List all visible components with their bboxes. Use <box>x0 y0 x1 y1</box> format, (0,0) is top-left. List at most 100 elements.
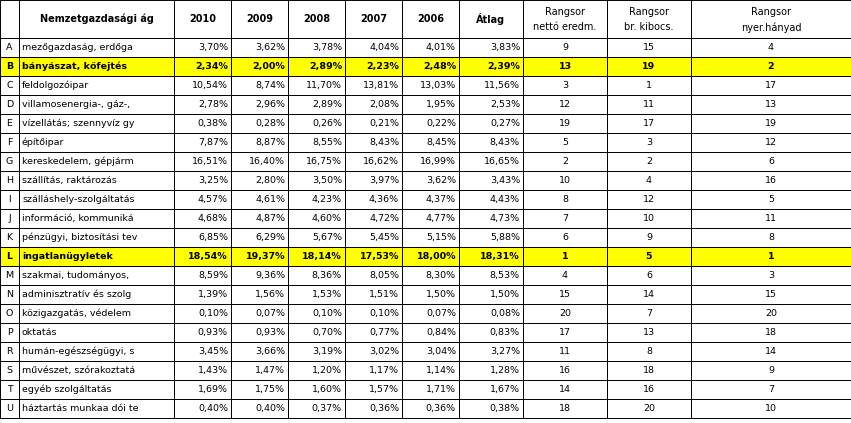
Text: 8: 8 <box>562 195 568 204</box>
Text: br. kibocs.: br. kibocs. <box>625 22 674 33</box>
Bar <box>345 247 402 266</box>
Bar <box>345 323 402 342</box>
Bar <box>402 95 459 114</box>
Text: 18,54%: 18,54% <box>188 252 228 261</box>
Bar <box>402 228 459 247</box>
Text: 16: 16 <box>765 176 777 185</box>
Bar <box>402 247 459 266</box>
Bar <box>231 399 288 418</box>
Bar <box>607 171 691 190</box>
Text: 0,36%: 0,36% <box>426 404 456 413</box>
Bar <box>523 361 607 380</box>
Bar <box>19 285 174 304</box>
Bar <box>402 342 459 361</box>
Text: E: E <box>7 119 13 128</box>
Text: információ, kommuniká: információ, kommuniká <box>22 214 134 223</box>
Text: 8,87%: 8,87% <box>255 138 285 147</box>
Text: 1,75%: 1,75% <box>255 385 285 394</box>
Text: 20: 20 <box>559 309 571 318</box>
Text: 0,10%: 0,10% <box>198 309 228 318</box>
Text: 0,84%: 0,84% <box>426 328 456 337</box>
Text: 0,22%: 0,22% <box>426 119 456 128</box>
Bar <box>345 399 402 418</box>
Bar <box>231 209 288 228</box>
Text: L: L <box>7 252 13 261</box>
Bar <box>402 190 459 209</box>
Text: 3: 3 <box>646 138 652 147</box>
Bar <box>691 57 851 76</box>
Text: 5: 5 <box>562 138 568 147</box>
Text: humán-egészségügyi, s: humán-egészségügyi, s <box>22 347 134 356</box>
Text: 8,59%: 8,59% <box>198 271 228 280</box>
Bar <box>691 285 851 304</box>
Bar <box>288 133 345 152</box>
Bar <box>345 190 402 209</box>
Bar <box>607 285 691 304</box>
Text: feldolgozóipar: feldolgozóipar <box>22 81 89 90</box>
Bar <box>345 152 402 171</box>
Text: 2,08%: 2,08% <box>369 100 399 109</box>
Text: 4,61%: 4,61% <box>255 195 285 204</box>
Text: H: H <box>6 176 13 185</box>
Text: nettó eredm.: nettó eredm. <box>534 22 597 33</box>
Bar <box>523 399 607 418</box>
Text: 13,03%: 13,03% <box>420 81 456 90</box>
Text: 4,37%: 4,37% <box>426 195 456 204</box>
Bar <box>231 342 288 361</box>
Text: 8,45%: 8,45% <box>426 138 456 147</box>
Text: 0,07%: 0,07% <box>426 309 456 318</box>
Bar <box>691 323 851 342</box>
Bar <box>231 361 288 380</box>
Text: P: P <box>7 328 13 337</box>
Text: 10: 10 <box>765 404 777 413</box>
Text: 6: 6 <box>562 233 568 242</box>
Bar <box>523 133 607 152</box>
Bar <box>19 0 174 38</box>
Text: 12: 12 <box>559 100 571 109</box>
Text: 7: 7 <box>768 385 774 394</box>
Text: 0,38%: 0,38% <box>198 119 228 128</box>
Bar <box>607 266 691 285</box>
Text: pénzügyi, biztosítási tev: pénzügyi, biztosítási tev <box>22 233 137 242</box>
Text: D: D <box>6 100 13 109</box>
Bar <box>174 304 231 323</box>
Text: 14: 14 <box>765 347 777 356</box>
Text: 18,14%: 18,14% <box>302 252 342 261</box>
Bar <box>345 0 402 38</box>
Bar <box>174 209 231 228</box>
Text: 3,66%: 3,66% <box>255 347 285 356</box>
Bar <box>607 133 691 152</box>
Bar <box>345 171 402 190</box>
Bar <box>691 76 851 95</box>
Text: 8,36%: 8,36% <box>311 271 342 280</box>
Bar <box>607 342 691 361</box>
Bar <box>607 0 691 38</box>
Text: 8: 8 <box>646 347 652 356</box>
Text: 8: 8 <box>768 233 774 242</box>
Text: 4,43%: 4,43% <box>490 195 520 204</box>
Text: 8,74%: 8,74% <box>255 81 285 90</box>
Text: 9: 9 <box>646 233 652 242</box>
Bar <box>459 114 523 133</box>
Text: 16,40%: 16,40% <box>249 157 285 166</box>
Bar <box>231 133 288 152</box>
Bar <box>691 152 851 171</box>
Text: 1,50%: 1,50% <box>426 290 456 299</box>
Text: 4,72%: 4,72% <box>369 214 399 223</box>
Bar <box>345 380 402 399</box>
Text: 8,05%: 8,05% <box>369 271 399 280</box>
Text: 0,28%: 0,28% <box>255 119 285 128</box>
Bar <box>174 95 231 114</box>
Bar <box>19 304 174 323</box>
Text: 16,51%: 16,51% <box>192 157 228 166</box>
Bar <box>0 304 19 323</box>
Bar <box>345 266 402 285</box>
Text: 8,30%: 8,30% <box>426 271 456 280</box>
Text: adminisztratív és szolg: adminisztratív és szolg <box>22 290 131 299</box>
Text: 13: 13 <box>558 62 572 71</box>
Bar <box>402 209 459 228</box>
Bar <box>288 228 345 247</box>
Text: 2007: 2007 <box>360 14 387 24</box>
Text: szállítás, raktározás: szállítás, raktározás <box>22 176 117 185</box>
Bar <box>691 380 851 399</box>
